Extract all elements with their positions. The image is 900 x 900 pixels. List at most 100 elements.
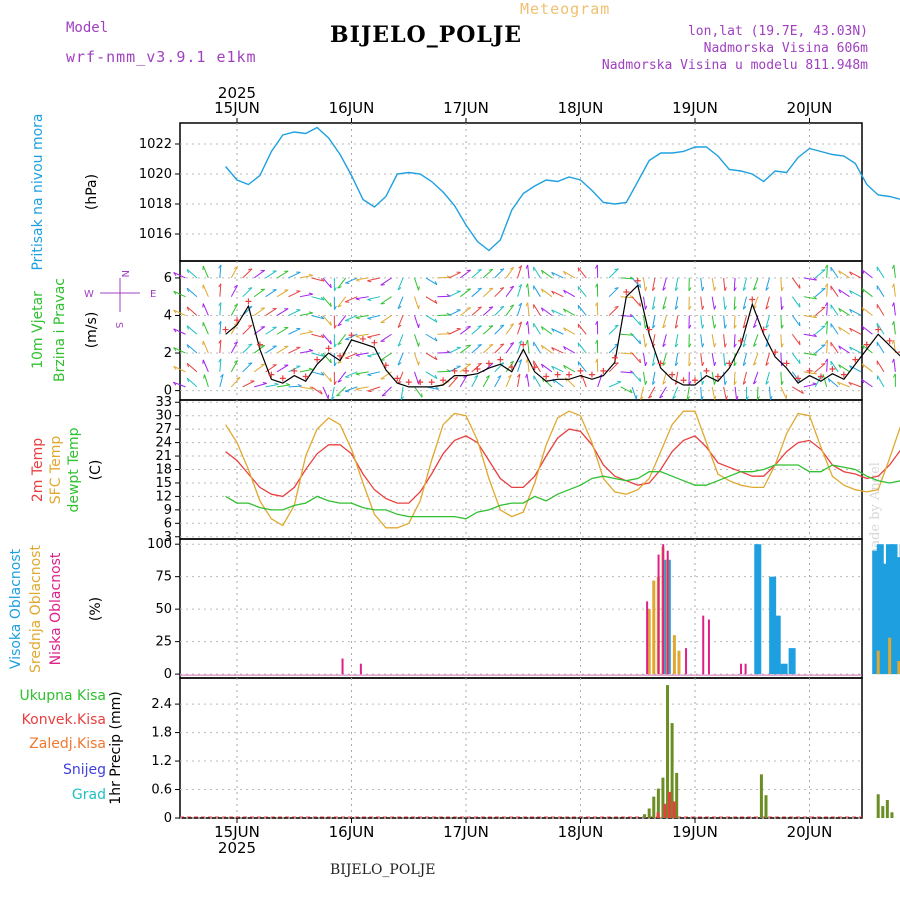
wind-arrow xyxy=(355,352,369,356)
wind-arrow xyxy=(311,371,325,376)
wind-arrow-head xyxy=(753,343,757,347)
wind-arrow xyxy=(723,315,726,329)
wind-arrow-head xyxy=(614,268,619,271)
wind-arrow xyxy=(533,304,541,316)
wind-arrow xyxy=(652,296,656,310)
wind-arrow-head xyxy=(733,306,737,310)
wind-arrow-head xyxy=(488,343,494,346)
bottom-day-label: 15JUN xyxy=(214,823,260,841)
wind-arrow xyxy=(700,371,703,385)
y-tick-label: 2.4 xyxy=(151,697,172,712)
wind-gust-marker xyxy=(302,373,309,380)
wind-gust-marker xyxy=(485,360,492,367)
wind-arrow-head xyxy=(713,286,717,291)
wind-gust-marker xyxy=(760,326,767,333)
y-tick-label: 12 xyxy=(155,489,172,504)
wind-arrow xyxy=(230,341,239,354)
freezing-precip-legend: Zaledj.Kisa xyxy=(29,736,106,752)
wind-gust-marker xyxy=(405,379,412,386)
wind-gust-marker xyxy=(531,364,538,371)
wind-arrow xyxy=(608,324,619,335)
total-precip-bar xyxy=(661,777,665,818)
wind-arrow xyxy=(780,277,783,291)
wind-arrow-head xyxy=(798,321,801,327)
wind-arrow-head xyxy=(652,381,656,385)
conv-precip-bar xyxy=(663,803,667,818)
wind-arrow xyxy=(380,371,392,380)
wind-arrow-head xyxy=(614,324,619,327)
wind-arrow xyxy=(337,296,347,308)
wind-arrow xyxy=(803,314,817,319)
wind-arrow xyxy=(861,288,873,298)
wind-arrow-head xyxy=(551,271,555,276)
wind-arrow xyxy=(299,350,313,354)
wind-gust-marker xyxy=(451,367,458,374)
wind-arrow-head xyxy=(891,358,895,363)
wind-arrow-head xyxy=(577,323,580,329)
wind-arrow-head xyxy=(466,307,471,309)
wind-arrow-head xyxy=(824,302,828,307)
wind-arrow-head xyxy=(308,273,313,276)
wind-unit-label: (m/s) xyxy=(84,312,100,349)
station-title: BIJELO_POLJE xyxy=(330,22,523,48)
wind-arrow xyxy=(541,269,553,279)
wind-arrow xyxy=(265,326,277,335)
wind-arrow-head xyxy=(614,287,619,290)
wind-arrow xyxy=(577,267,587,279)
wind-arrow-head xyxy=(334,381,337,386)
wind-arrow xyxy=(742,352,748,366)
wind-arrow xyxy=(631,352,641,364)
wind-arrow xyxy=(756,386,759,400)
wind-arrow-head xyxy=(551,290,555,295)
wind-arrow xyxy=(652,352,656,366)
wind-arrow-head xyxy=(724,362,727,367)
y-tick-label: 0 xyxy=(164,384,172,399)
wind-arrow xyxy=(471,375,479,388)
wind-gust-marker xyxy=(749,296,756,303)
wind-gust-marker xyxy=(508,364,515,371)
wind-arrow-head xyxy=(218,358,222,363)
wind-arrow-head xyxy=(821,363,826,365)
total-precip-bar xyxy=(675,772,679,818)
wind-arrow-head xyxy=(614,305,619,308)
mid-cloud-axis-label: Srednja Oblacnost xyxy=(28,545,44,673)
wind-arrow xyxy=(202,322,209,335)
y-tick-label: 0.6 xyxy=(151,783,172,798)
wind-arrow xyxy=(551,271,564,279)
wind-arrow xyxy=(397,315,404,328)
wind-arrow-head xyxy=(838,345,842,350)
wind-arrow xyxy=(563,364,576,373)
elevation-label: Nadmorska Visina 606m xyxy=(703,41,868,56)
wind-arrow xyxy=(173,381,186,388)
wind-arrow-head xyxy=(320,315,325,320)
bottom-day-label: 17JUN xyxy=(443,823,489,841)
wind-arrow-head xyxy=(640,396,644,400)
wind-arrow xyxy=(631,333,641,345)
wind-arrow-head xyxy=(551,347,555,351)
wind-arrow xyxy=(830,304,839,316)
wind-arrow-head xyxy=(540,269,544,275)
wind-arrow xyxy=(893,283,896,297)
wind-arrow xyxy=(380,352,392,361)
cloud-unit-label: (%) xyxy=(88,597,104,621)
low-cloud-axis-label: Niska Oblacnost xyxy=(48,552,64,665)
wind-arrow xyxy=(765,334,770,347)
wind-arrow-head xyxy=(701,395,704,401)
wind-arrow-head xyxy=(337,380,342,383)
wind-arrow xyxy=(700,334,703,348)
high-cloud-bar xyxy=(773,615,781,675)
wind-arrow-head xyxy=(421,393,423,398)
wind-gust-marker xyxy=(646,326,653,333)
wind-arrow-head xyxy=(838,326,842,331)
wind-arrow xyxy=(505,267,515,279)
wind-arrow xyxy=(631,296,641,307)
wind-arrow-head xyxy=(595,358,598,363)
bottom-day-label: 18JUN xyxy=(558,823,604,841)
wind-gust-marker xyxy=(359,335,366,342)
wind-arrow-head xyxy=(518,359,522,363)
wind-arrow-head xyxy=(337,361,342,364)
wind-arrow-head xyxy=(308,367,313,370)
wind-arrow xyxy=(494,306,505,316)
wind-arrow xyxy=(742,277,748,291)
wind-arrow-head xyxy=(781,324,784,329)
